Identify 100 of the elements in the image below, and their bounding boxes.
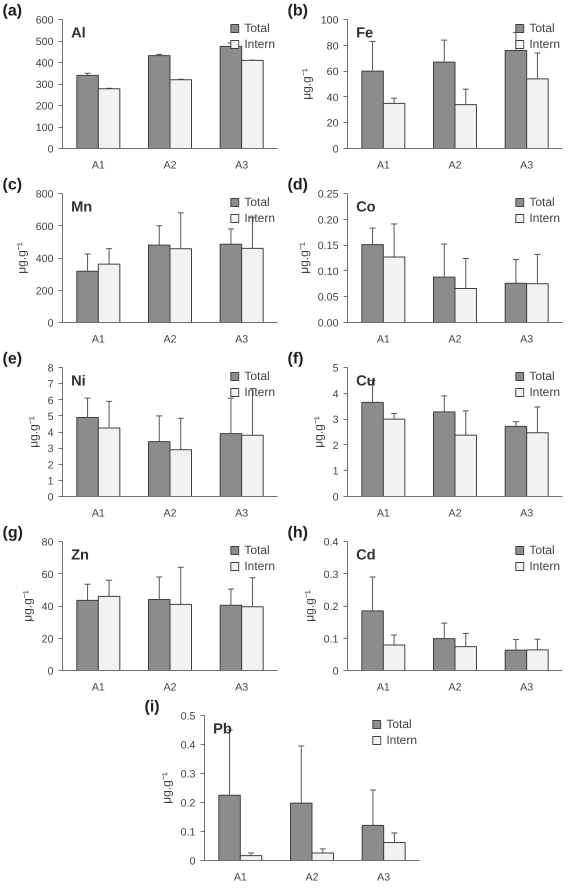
chart-title: (d)	[288, 176, 308, 194]
y-tick-label: 400	[36, 253, 54, 265]
y-tick-label: 0	[48, 492, 54, 504]
x-tick-label: A3	[520, 160, 534, 172]
y-tick-label: 100	[36, 122, 54, 134]
x-tick-label: A3	[520, 508, 534, 520]
y-tick-label: 100	[320, 14, 339, 26]
y-tick-label: 0.15	[318, 240, 339, 252]
y-tick-label: 600	[36, 220, 54, 233]
y-tick-label: 0.20	[318, 214, 339, 226]
y-tick-label: 300	[36, 79, 54, 91]
y-tick-label: 6	[48, 394, 54, 407]
legend-label: Intern	[529, 37, 560, 51]
y-tick-label: 80	[326, 40, 339, 52]
y-axis-title: μg.g⁻¹	[20, 590, 35, 622]
x-tick-label: A2	[448, 334, 462, 346]
chart-subtitle: Zn	[71, 548, 90, 564]
x-tick-label: A1	[92, 334, 105, 346]
y-tick-label: 0.00	[318, 318, 339, 330]
y-tick-label: 0	[332, 492, 339, 504]
legend-label: Total	[244, 543, 270, 557]
y-tick-label: 0.5	[180, 710, 196, 722]
y-tick-label: 500	[36, 36, 54, 48]
legend-label: Intern	[529, 559, 560, 573]
y-tick-label: 200	[36, 285, 54, 298]
legend-label: Total	[386, 717, 412, 731]
y-tick-label: 40	[42, 601, 54, 613]
chart-title: (b)	[288, 2, 308, 20]
x-tick-label: A1	[92, 682, 105, 694]
y-tick-label: 0	[332, 666, 339, 678]
chart-subtitle: Fe	[356, 26, 374, 42]
y-tick-label: 0	[190, 856, 196, 868]
chart-title: (f)	[288, 350, 304, 368]
y-tick-label: 80	[42, 536, 54, 548]
legend-label: Total	[244, 195, 270, 209]
chart-title: (h)	[288, 524, 308, 542]
y-tick-label: 3	[332, 414, 339, 426]
y-axis-title: μg.g⁻¹	[312, 416, 326, 448]
y-tick-label: 0.10	[318, 266, 339, 278]
chart-subtitle: Cd	[356, 548, 376, 564]
y-tick-label: 600	[36, 14, 54, 26]
y-tick-label: 2	[332, 440, 339, 452]
y-tick-label: 7	[48, 378, 54, 391]
x-tick-label: A1	[376, 334, 390, 346]
x-tick-label: A3	[235, 508, 248, 520]
legend-label: Total	[244, 369, 270, 383]
y-tick-label: 0	[48, 666, 54, 678]
y-tick-label: 60	[42, 568, 54, 581]
y-tick-label: 0	[48, 144, 54, 156]
y-axis-title: μg.g⁻¹	[302, 590, 317, 622]
x-tick-label: A2	[305, 872, 319, 884]
chart-title: (i)	[144, 698, 160, 716]
y-tick-label: 0	[48, 318, 54, 330]
y-tick-label: 1	[332, 466, 339, 478]
legend-label: Total	[529, 369, 555, 383]
y-tick-label: 4	[48, 427, 54, 439]
y-tick-label: 60	[326, 66, 339, 78]
y-tick-label: 0.05	[318, 292, 339, 304]
y-tick-label: 0	[332, 144, 339, 156]
legend-label: Intern	[386, 733, 417, 747]
legend-label: Total	[244, 21, 270, 35]
y-tick-label: 0.3	[180, 768, 196, 780]
y-tick-label: 200	[36, 100, 54, 112]
legend-label: Intern	[529, 211, 560, 225]
y-tick-label: 0.1	[180, 826, 196, 838]
x-tick-label: A1	[376, 160, 390, 172]
x-tick-label: A2	[163, 508, 177, 520]
x-tick-label: A2	[163, 334, 177, 346]
legend-label: Intern	[244, 559, 275, 573]
y-tick-label: 5	[332, 362, 339, 374]
y-tick-label: 0.4	[180, 740, 196, 752]
x-tick-label: A2	[448, 682, 462, 694]
legend-label: Total	[529, 543, 555, 557]
x-tick-label: A3	[235, 334, 248, 346]
chart-title: (g)	[2, 524, 23, 542]
chart-subtitle: Cu	[356, 374, 376, 390]
chart-title: (a)	[2, 2, 22, 20]
chart-title: (e)	[2, 350, 22, 368]
x-tick-label: A2	[448, 160, 462, 172]
y-axis-title: μg.g⁻¹	[300, 68, 314, 100]
y-tick-label: 0.4	[324, 536, 339, 548]
y-axis-title: μg.g⁻¹	[296, 242, 311, 274]
legend-label: Intern	[244, 37, 275, 51]
x-tick-label: A3	[520, 682, 534, 694]
x-tick-label: A2	[448, 508, 462, 520]
y-axis-title: μg.g⁻¹	[160, 772, 174, 804]
y-tick-label: 0.2	[324, 601, 339, 613]
legend-label: Intern	[529, 385, 560, 399]
x-tick-label: A2	[163, 160, 177, 172]
chart-title: (c)	[2, 176, 22, 194]
y-tick-label: 20	[326, 118, 339, 130]
y-tick-label: 8	[48, 362, 54, 374]
x-tick-label: A1	[376, 508, 390, 520]
y-axis-title: μg.g⁻¹	[26, 416, 41, 448]
y-tick-label: 400	[36, 58, 54, 70]
y-tick-label: 0.25	[318, 188, 339, 200]
legend-label: Intern	[244, 211, 275, 225]
y-axis-title: μg.g⁻¹	[14, 242, 29, 274]
x-tick-label: A3	[235, 160, 248, 172]
x-tick-label: A1	[234, 872, 247, 884]
